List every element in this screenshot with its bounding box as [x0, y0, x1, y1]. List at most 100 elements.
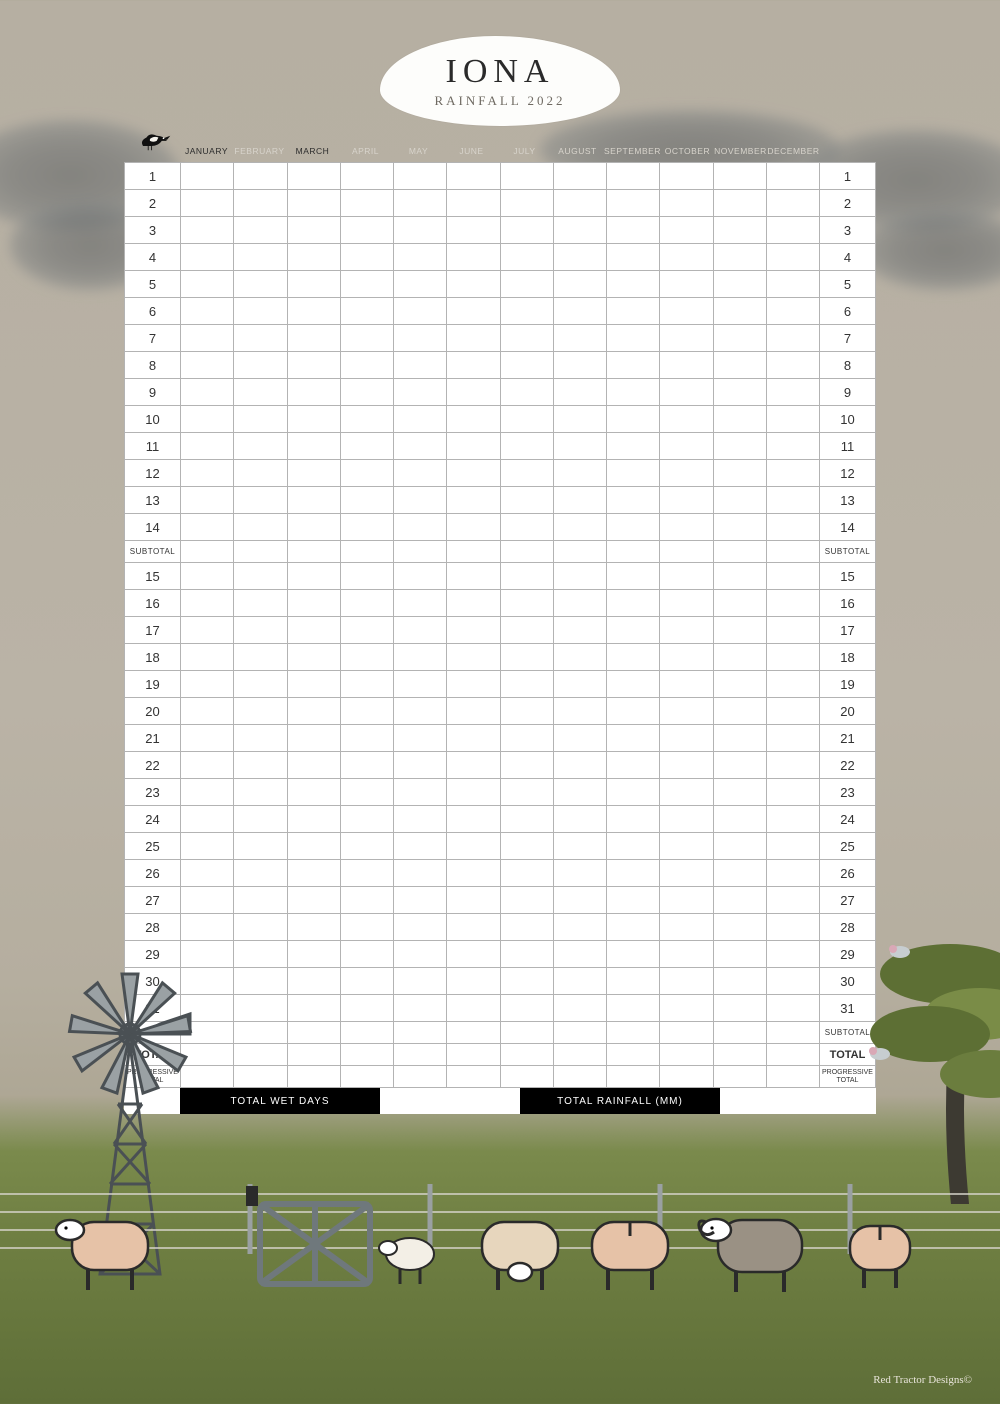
rain-cell[interactable] [394, 644, 447, 671]
rain-cell[interactable] [713, 644, 766, 671]
subtotal-cell[interactable] [500, 1022, 553, 1044]
rain-cell[interactable] [394, 806, 447, 833]
rain-cell[interactable] [340, 860, 393, 887]
rain-cell[interactable] [447, 217, 500, 244]
rain-cell[interactable] [234, 914, 287, 941]
rain-cell[interactable] [500, 779, 553, 806]
rain-cell[interactable] [340, 325, 393, 352]
rain-cell[interactable] [500, 406, 553, 433]
prog-cell[interactable] [394, 1066, 447, 1088]
rain-cell[interactable] [607, 379, 660, 406]
rain-cell[interactable] [181, 779, 234, 806]
rain-cell[interactable] [500, 563, 553, 590]
rain-cell[interactable] [766, 325, 819, 352]
rain-cell[interactable] [447, 406, 500, 433]
rain-cell[interactable] [553, 833, 606, 860]
total-cell[interactable] [553, 1044, 606, 1066]
rain-cell[interactable] [394, 941, 447, 968]
rain-cell[interactable] [553, 406, 606, 433]
rain-cell[interactable] [660, 244, 713, 271]
rain-cell[interactable] [713, 752, 766, 779]
prog-cell[interactable] [447, 1066, 500, 1088]
rain-cell[interactable] [553, 671, 606, 698]
subtotal-cell[interactable] [607, 541, 660, 563]
rain-cell[interactable] [607, 514, 660, 541]
rain-cell[interactable] [287, 698, 340, 725]
rain-cell[interactable] [713, 298, 766, 325]
rain-cell[interactable] [500, 379, 553, 406]
rain-cell[interactable] [766, 433, 819, 460]
rain-cell[interactable] [766, 590, 819, 617]
rain-cell[interactable] [553, 725, 606, 752]
rain-cell[interactable] [287, 379, 340, 406]
rain-cell[interactable] [607, 487, 660, 514]
rain-cell[interactable] [394, 914, 447, 941]
rain-cell[interactable] [766, 671, 819, 698]
rain-cell[interactable] [713, 325, 766, 352]
rain-cell[interactable] [181, 514, 234, 541]
total-rainfall-value[interactable] [720, 1088, 820, 1114]
rain-cell[interactable] [340, 698, 393, 725]
rain-cell[interactable] [340, 244, 393, 271]
subtotal-cell[interactable] [713, 1022, 766, 1044]
subtotal-cell[interactable] [553, 1022, 606, 1044]
rain-cell[interactable] [287, 487, 340, 514]
rain-cell[interactable] [660, 514, 713, 541]
rain-cell[interactable] [234, 406, 287, 433]
rain-cell[interactable] [287, 163, 340, 190]
rain-cell[interactable] [660, 217, 713, 244]
rain-cell[interactable] [553, 752, 606, 779]
subtotal-cell[interactable] [394, 1022, 447, 1044]
rain-cell[interactable] [234, 163, 287, 190]
rain-cell[interactable] [766, 806, 819, 833]
rain-cell[interactable] [340, 671, 393, 698]
rain-cell[interactable] [394, 779, 447, 806]
rain-cell[interactable] [713, 914, 766, 941]
rain-cell[interactable] [713, 433, 766, 460]
rain-cell[interactable] [607, 325, 660, 352]
rain-cell[interactable] [500, 698, 553, 725]
rain-cell[interactable] [181, 433, 234, 460]
rain-cell[interactable] [181, 644, 234, 671]
rain-cell[interactable] [607, 833, 660, 860]
rain-cell[interactable] [394, 433, 447, 460]
rain-cell[interactable] [766, 725, 819, 752]
rain-cell[interactable] [234, 514, 287, 541]
rain-cell[interactable] [553, 860, 606, 887]
rain-cell[interactable] [766, 352, 819, 379]
rain-cell[interactable] [181, 563, 234, 590]
rain-cell[interactable] [394, 190, 447, 217]
rain-cell[interactable] [713, 860, 766, 887]
rain-cell[interactable] [766, 698, 819, 725]
rain-cell[interactable] [500, 644, 553, 671]
rain-cell[interactable] [447, 379, 500, 406]
rain-cell[interactable] [500, 941, 553, 968]
rain-cell[interactable] [660, 433, 713, 460]
rain-cell[interactable] [181, 806, 234, 833]
rain-cell[interactable] [766, 887, 819, 914]
subtotal-cell[interactable] [447, 541, 500, 563]
rain-cell[interactable] [394, 514, 447, 541]
rain-cell[interactable] [660, 887, 713, 914]
rain-cell[interactable] [234, 460, 287, 487]
rain-cell[interactable] [607, 298, 660, 325]
rain-cell[interactable] [287, 725, 340, 752]
rain-cell[interactable] [660, 590, 713, 617]
rain-cell[interactable] [287, 460, 340, 487]
rain-cell[interactable] [607, 752, 660, 779]
prog-cell[interactable] [340, 1066, 393, 1088]
rain-cell[interactable] [340, 460, 393, 487]
rain-cell[interactable] [553, 460, 606, 487]
subtotal-cell[interactable] [500, 541, 553, 563]
rain-cell[interactable] [660, 779, 713, 806]
rain-cell[interactable] [340, 590, 393, 617]
rain-cell[interactable] [500, 190, 553, 217]
rain-cell[interactable] [181, 617, 234, 644]
rain-cell[interactable] [553, 617, 606, 644]
rain-cell[interactable] [287, 671, 340, 698]
rain-cell[interactable] [713, 379, 766, 406]
rain-cell[interactable] [340, 163, 393, 190]
total-cell[interactable] [660, 1044, 713, 1066]
rain-cell[interactable] [553, 806, 606, 833]
rain-cell[interactable] [553, 887, 606, 914]
